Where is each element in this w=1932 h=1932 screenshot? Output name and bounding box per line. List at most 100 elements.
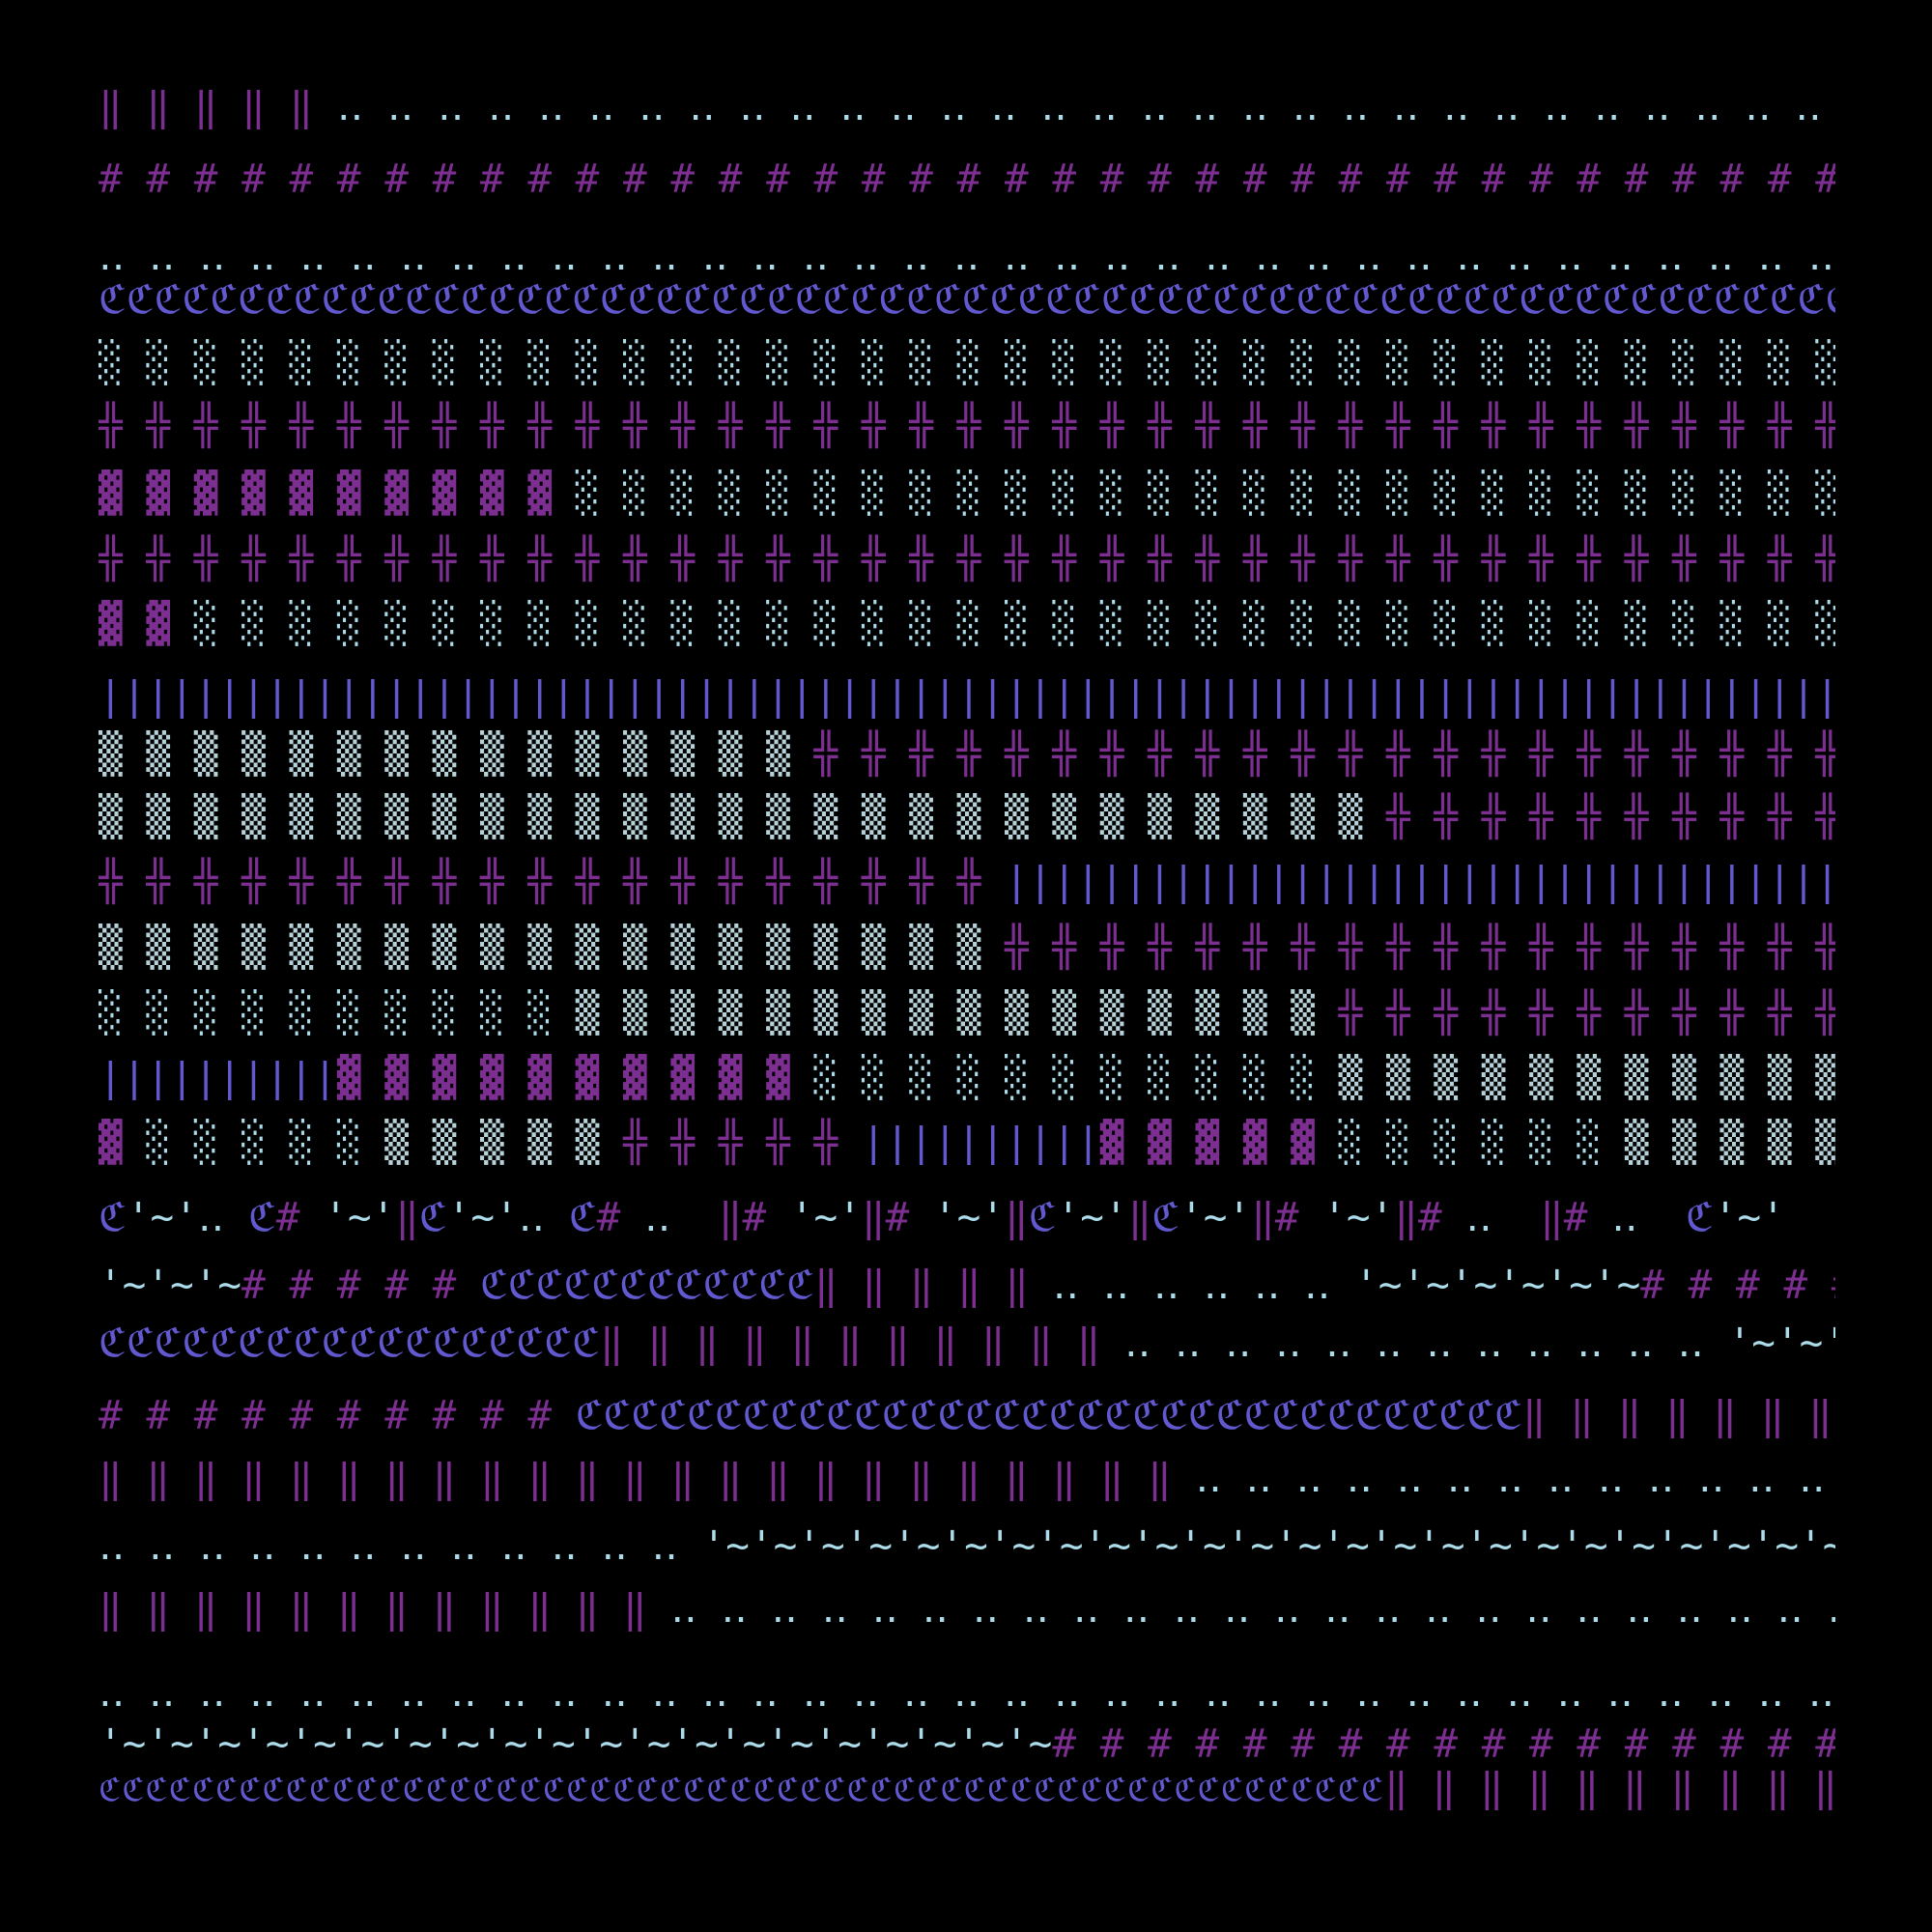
glyph-run: '~' [324, 1194, 396, 1240]
glyph-row: ‥ ‥ ‥ ‥ ‥ ‥ ‥ ‥ ‥ ‥ ‥ ‥ ‥ ‥ ‥ ‥ ‥ ‥ ‥ ‥ … [99, 227, 1835, 285]
glyph-run: '~'~'~'~'~'~'~'~'~'~'~'~'~'~'~'~'~'~'~'~ [99, 1720, 1053, 1767]
glyph-run: # [596, 1194, 645, 1240]
glyph-run: ‥ ‥ ‥ ‥ ‥ ‥ ‥ ‥ ‥ ‥ ‥ ‥ [1123, 1320, 1728, 1366]
glyph-run: ℭℭℭℭℭℭℭℭℭℭℭℭℭℭℭℭℭℭℭℭℭℭℭℭℭℭℭℭℭℭℭℭℭℭℭℭℭℭℭℭ… [99, 1771, 1385, 1808]
glyph-row: ▓ ▓ ▓ ▓ ▓ ▓ ▓ ▓ ▓ ▓ ░ ░ ░ ░ ░ ░ ░ ░ ░ ░ … [99, 464, 1835, 522]
glyph-row: ╬ ╬ ╬ ╬ ╬ ╬ ╬ ╬ ╬ ╬ ╬ ╬ ╬ ╬ ╬ ╬ ╬ ╬ ╬ ╬ … [99, 396, 1835, 454]
glyph-run: '~' [789, 1194, 862, 1240]
glyph-row: ‖ ‖ ‖ ‖ ‖ ‖ ‖ ‖ ‖ ‖ ‖ ‖ ‥ ‥ ‥ ‥ ‥ ‥ ‥ ‥ … [99, 1579, 1835, 1637]
glyph-row: ‥ ‥ ‥ ‥ ‥ ‥ ‥ ‥ ‥ ‥ ‥ ‥ '~'~'~'~'~'~'~'~… [99, 1517, 1835, 1575]
glyph-run: ‖ ‖ ‖ ‖ ‖ [99, 83, 337, 129]
glyph-row: ▒ ▒ ▒ ▒ ▒ ▒ ▒ ▒ ▒ ▒ ▒ ▒ ▒ ▒ ▒ ▒ ▒ ▒ ▒ ╬ … [99, 918, 1835, 976]
glyph-row: ℭℭℭℭℭℭℭℭℭℭℭℭℭℭℭℭℭℭ‖ ‖ ‖ ‖ ‖ ‖ ‖ ‖ ‖ ‖ ‖ … [99, 1314, 1835, 1372]
glyph-run: ▒ ▒ ▒ ▒ ▒ [384, 1119, 624, 1165]
glyph-row: '~'~'~'~'~'~'~'~'~'~'~'~'~'~'~'~'~'~'~'~… [99, 1715, 1835, 1773]
glyph-run: ‥ ‥ ‥ ‥ ‥ ‥ ‥ ‥ ‥ ‥ ‥ ‥ ‥ ‥ ‥ ‥ ‥ ‥ ‥ ‥ … [670, 1585, 1835, 1632]
glyph-run: ╬ ╬ ╬ ╬ ╬ ╬ ╬ ╬ ╬ ╬ ╬ [1338, 989, 1835, 1036]
glyph-row: ╬ ╬ ╬ ╬ ╬ ╬ ╬ ╬ ╬ ╬ ╬ ╬ ╬ ╬ ╬ ╬ ╬ ╬ ╬ ╬ … [99, 529, 1835, 587]
glyph-run: |||||||||| [861, 1119, 1100, 1165]
glyph-run: ℭ [568, 1194, 597, 1240]
glyph-run: ‖ [1005, 1194, 1029, 1240]
glyph-run: ℭ [1151, 1194, 1180, 1240]
glyph-run: ╬ ╬ ╬ ╬ ╬ ╬ ╬ ╬ ╬ ╬ [1385, 793, 1835, 839]
glyph-row: ℭℭℭℭℭℭℭℭℭℭℭℭℭℭℭℭℭℭℭℭℭℭℭℭℭℭℭℭℭℭℭℭℭℭℭℭℭℭℭℭ… [99, 1758, 1835, 1816]
glyph-run: ▓ ▓ ▓ ▓ ▓ [1099, 1119, 1339, 1165]
glyph-row: ‖ ‖ ‖ ‖ ‖ ‥ ‥ ‥ ‥ ‥ ‥ ‥ ‥ ‥ ‥ ‥ ‥ ‥ ‥ ‥ … [99, 77, 1835, 135]
glyph-row: ‥ ‥ ‥ ‥ ‥ ‥ ‥ ‥ ‥ ‥ ‥ ‥ ‥ ‥ ‥ ‥ ‥ ‥ ‥ ‥ … [99, 1663, 1835, 1721]
glyph-run: ╬ ╬ ╬ ╬ ╬ ╬ ╬ ╬ ╬ ╬ ╬ ╬ ╬ ╬ ╬ ╬ ╬ ╬ ╬ [99, 858, 1005, 904]
glyph-row: ░ ░ ░ ░ ░ ░ ░ ░ ░ ░ ░ ░ ░ ░ ░ ░ ░ ░ ░ ░ … [99, 333, 1835, 391]
glyph-run: '~'~'~ [99, 1262, 242, 1308]
glyph-run: ||||||||||||||||||||||||||||||||||||||||… [99, 672, 1835, 719]
glyph-run: ▓ ▓ [99, 600, 194, 646]
glyph-row: ||||||||||||||||||||||||||||||||||||||||… [99, 667, 1835, 724]
glyph-run: ▒ ▒ ▒ ▒ ▒ ▒ ▒ ▒ ▒ ▒ ▒ ▒ ▒ ▒ ▒ ▒ ▒ ▒ ▒ ▒ … [99, 793, 1386, 839]
glyph-run: ▓ ▓ ▓ ▓ ▓ ▓ ▓ ▓ ▓ ▓ [99, 469, 576, 516]
glyph-row: ||||||||||▓ ▓ ▓ ▓ ▓ ▓ ▓ ▓ ▓ ▓ ░ ░ ░ ░ ░ … [99, 1048, 1835, 1106]
glyph-run: # # # # # [242, 1262, 480, 1308]
glyph-run: ▒ ▒ ▒ ▒ ▒ ▒ ▒ ▒ ▒ ▒ ▒ ▒ ▒ ▒ ▒ ▒ [575, 989, 1339, 1036]
glyph-row: # # # # # # # # # # # # # # # # # # # # … [99, 150, 1835, 208]
glyph-run: ‖ ‖ ‖ ‖ ‖ ‖ ‖ ‖ ‖ ‖ ‖ ‖ ‖ ‖ ‖ ‖ ‖ ‖ ‖ ‖ … [99, 1455, 1196, 1501]
glyph-run: ‖# [861, 1194, 933, 1240]
glyph-run: ‖# [1540, 1194, 1612, 1240]
glyph-run: ℭ [247, 1194, 276, 1240]
glyph-run: ‥ [1611, 1194, 1686, 1240]
glyph-run: '~' [1179, 1194, 1252, 1240]
glyph-run: ▒ ▒ ▒ ▒ ▒ [1624, 1119, 1835, 1165]
glyph-run: ‖ ‖ ‖ ‖ ‖ ‖ ‖ ‖ ‖ ‖ ‖ [599, 1320, 1124, 1366]
glyph-run: ‥ ‥ ‥ ‥ ‥ ‥ ‥ ‥ ‥ ‥ ‥ ‥ ‥ ‥ ‥ ‥ ‥ ‥ ‥ ‥ … [99, 1669, 1835, 1716]
glyph-run: ‖# [1251, 1194, 1323, 1240]
glyph-run: '~'~'~'~'~ [1727, 1320, 1835, 1366]
glyph-run: ‥ ‥ ‥ ‥ ‥ ‥ ‥ ‥ ‥ ‥ ‥ ‥ ‥ ‥ ‥ ‥ ‥ ‥ ‥ ‥ … [336, 83, 1835, 129]
glyph-run: ▓ ▓ ▓ ▓ ▓ ▓ ▓ ▓ ▓ ▓ [336, 1054, 814, 1100]
glyph-run: ‖ ‖ ‖ ‖ ‖ [813, 1262, 1053, 1308]
glyph-run: ℭ [1028, 1194, 1057, 1240]
glyph-run: ░ ░ ░ ░ ░ ░ ░ ░ ░ ░ [99, 989, 576, 1036]
glyph-run: ℭℭℭℭℭℭℭℭℭℭℭℭℭℭℭℭℭℭℭℭℭℭℭℭℭℭℭℭℭℭℭℭℭℭℭℭℭℭℭℭ… [99, 276, 1835, 323]
glyph-run: ░ ░ ░ ░ ░ ░ [1338, 1119, 1625, 1165]
glyph-run: ℭ [418, 1194, 447, 1240]
glyph-run: # # # # # [1640, 1262, 1835, 1308]
glyph-run: '~' [1322, 1194, 1395, 1240]
glyph-run: ℭℭℭℭℭℭℭℭℭℭℭℭℭℭℭℭℭℭℭℭℭℭℭℭℭℭℭℭℭℭℭℭℭℭ [575, 1392, 1522, 1438]
glyph-run: '~'~'~'~'~'~ [1354, 1262, 1641, 1308]
glyph-run: ‥ ‥ ‥ ‥ ‥ ‥ [1052, 1262, 1355, 1308]
glyph-row: # # # # # # # # # # ℭℭℭℭℭℭℭℭℭℭℭℭℭℭℭℭℭℭℭℭ… [99, 1386, 1835, 1444]
glyph-run: |||||||||| [99, 1054, 337, 1100]
glyph-run: ░ ░ ░ ░ ░ ░ ░ ░ ░ ░ ░ [813, 1054, 1339, 1100]
glyph-run: ░ ░ ░ ░ ░ ░ ░ ░ ░ ░ ░ ░ ░ ░ ░ ░ ░ ░ ░ ░ … [575, 469, 1835, 516]
glyph-row: ╬ ╬ ╬ ╬ ╬ ╬ ╬ ╬ ╬ ╬ ╬ ╬ ╬ ╬ ╬ ╬ ╬ ╬ ╬ ||… [99, 852, 1835, 910]
glyph-row: ▒ ▒ ▒ ▒ ▒ ▒ ▒ ▒ ▒ ▒ ▒ ▒ ▒ ▒ ▒ ▒ ▒ ▒ ▒ ▒ … [99, 787, 1835, 845]
glyph-run: '~'~'~'~'~'~'~'~'~'~'~'~'~'~'~'~'~'~'~'~… [701, 1522, 1835, 1569]
glyph-run: '~' [932, 1194, 1006, 1240]
glyph-run: # # # # # # # # # # # # # # # # # [1052, 1720, 1835, 1767]
glyph-row: '~'~'~# # # # # ℭℭℭℭℭℭℭℭℭℭℭℭ‖ ‖ ‖ ‖ ‖ ‥ … [99, 1256, 1835, 1314]
glyph-row: ▒ ▒ ▒ ▒ ▒ ▒ ▒ ▒ ▒ ▒ ▒ ▒ ▒ ▒ ▒ ╬ ╬ ╬ ╬ ╬ … [99, 724, 1835, 782]
glyph-row: ░ ░ ░ ░ ░ ░ ░ ░ ░ ░ ▒ ▒ ▒ ▒ ▒ ▒ ▒ ▒ ▒ ▒ … [99, 983, 1835, 1041]
glyph-run: ‖# [718, 1194, 790, 1240]
glyph-run: ‥ ‥ ‥ ‥ ‥ ‥ ‥ ‥ ‥ ‥ ‥ ‥ ‥ ‥ [1195, 1455, 1835, 1501]
glyph-run: '~'‥ [126, 1194, 248, 1240]
glyph-run: ‖# [1394, 1194, 1466, 1240]
glyph-row: ℭ'~'‥ ℭ# '~'‖ℭ'~'‥ ℭ# ‥ ‖# '~'‖# '~'‖ℭ'~… [99, 1188, 1835, 1246]
glyph-run: ‖ [1127, 1194, 1152, 1240]
glyph-run: ╬ ╬ ╬ ╬ ╬ [623, 1119, 862, 1165]
glyph-run: ░ ░ ░ ░ ░ ░ ░ ░ ░ ░ ░ ░ ░ ░ ░ ░ ░ ░ ░ ░ … [99, 339, 1835, 385]
glyph-run: '~' [1056, 1194, 1128, 1240]
glyph-run: ╬ ╬ ╬ ╬ ╬ ╬ ╬ ╬ ╬ ╬ ╬ ╬ ╬ ╬ ╬ ╬ ╬ ╬ ╬ ╬ … [99, 535, 1835, 582]
glyph-run: ░ ░ ░ ░ ░ ░ ░ ░ ░ ░ ░ ░ ░ ░ ░ ░ ░ ░ ░ ░ … [193, 600, 1835, 646]
glyph-run: ‥ [644, 1194, 719, 1240]
glyph-run: '~'‥ [446, 1194, 569, 1240]
glyph-run: ╬ ╬ ╬ ╬ ╬ ╬ ╬ ╬ ╬ ╬ ╬ ╬ ╬ ╬ ╬ ╬ ╬ ╬ ╬ ╬ … [99, 402, 1835, 448]
glyph-run: # [275, 1194, 325, 1240]
glyph-run: ░ ░ ░ ░ ░ [146, 1119, 385, 1165]
glyph-run: ‥ ‥ ‥ ‥ ‥ ‥ ‥ ‥ ‥ ‥ ‥ ‥ ‥ ‥ ‥ ‥ ‥ ‥ ‥ ‥ … [99, 233, 1835, 279]
glyph-run: ℭ [1685, 1194, 1714, 1240]
glyph-run: ℭ [99, 1194, 127, 1240]
glyph-run: ▒ ▒ ▒ ▒ ▒ ▒ ▒ ▒ ▒ ▒ ▒ ▒ ▒ ▒ ▒ ▒ ▒ ▒ ▒ [99, 923, 1005, 970]
glyph-run: ▒ ▒ ▒ ▒ ▒ ▒ ▒ ▒ ▒ ▒ ▒ ▒ ▒ ▒ ▒ [99, 730, 814, 777]
glyph-run: '~' [1713, 1194, 1785, 1240]
glyph-run: ‖ ‖ ‖ ‖ ‖ ‖ ‖ ‖ ‖ [1521, 1392, 1833, 1438]
